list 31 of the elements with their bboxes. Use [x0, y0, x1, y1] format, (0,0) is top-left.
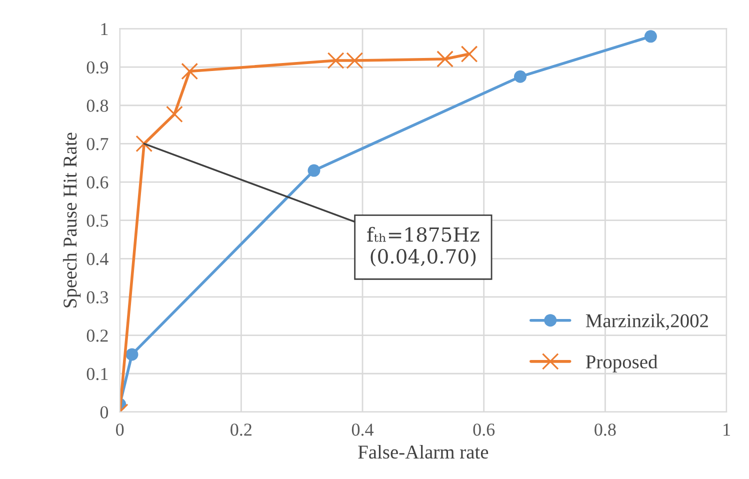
x-tick-label: 0.6 [473, 424, 495, 436]
y-tick-label: 0.7 [86, 138, 108, 150]
point [308, 164, 320, 177]
y-tick-label: 0.2 [86, 330, 108, 342]
point [166, 106, 183, 123]
y-tick-label: 0.4 [86, 252, 108, 266]
y-tick-label: 0.1 [86, 368, 108, 380]
point [460, 46, 478, 63]
y-axis-title: Speech Pause Hit Rate [62, 132, 81, 308]
y-tick-label: 0 [100, 406, 108, 418]
x-axis-title: False-Alarm rate [358, 444, 488, 459]
point [514, 70, 527, 83]
y-tick-label: 0.8 [86, 100, 108, 112]
legend-label: Proposed [586, 354, 658, 372]
point [644, 30, 657, 43]
y-tick-label: 0.9 [86, 61, 108, 74]
y-tick-label: 0.6 [86, 176, 108, 189]
y-tick-label: 0.3 [86, 291, 108, 304]
point [181, 62, 198, 80]
point [126, 348, 138, 361]
x-tick-label: 0.4 [352, 424, 374, 436]
x-tick-label: 0.2 [230, 424, 252, 436]
point [436, 50, 454, 68]
y-tick-label: 0.5 [86, 214, 108, 227]
annotation: fₜₕ=1875Hz (0.04,0.70) [367, 226, 480, 266]
x-tick-label: 0 [116, 424, 124, 436]
x-tick-label: 0.8 [594, 424, 616, 436]
point [136, 135, 153, 152]
x-tick-label: 1 [724, 424, 730, 436]
y-tick-label: 1 [101, 23, 108, 36]
legend-label: Marzinzik,2002 [586, 314, 708, 330]
